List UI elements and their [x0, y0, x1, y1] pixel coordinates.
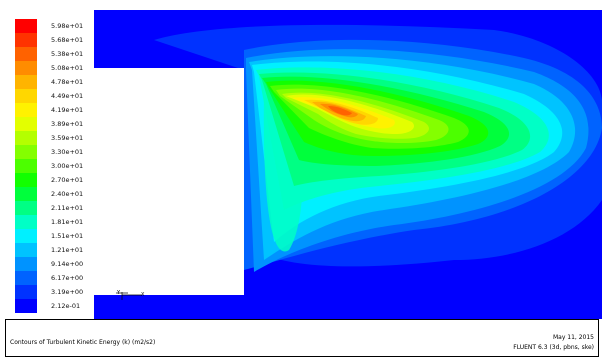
legend-swatch — [15, 33, 37, 47]
legend-label: 3.89e+01 — [51, 120, 84, 128]
legend-level: 3.00e+01 — [15, 159, 85, 173]
legend-swatch — [15, 187, 37, 201]
legend-label: 2.40e+01 — [51, 190, 84, 198]
legend-level: 2.70e+01 — [15, 173, 85, 187]
legend-level: 1.21e+01 — [15, 243, 85, 257]
legend-label: 5.08e+01 — [51, 64, 84, 72]
legend-level: 5.68e+01 — [15, 33, 85, 47]
legend-swatch — [15, 131, 37, 145]
legend-level: 9.14e+00 — [15, 257, 85, 271]
legend-swatch — [15, 299, 37, 313]
legend-swatch — [15, 19, 37, 33]
legend-swatch — [15, 89, 37, 103]
legend-level: 2.11e+01 — [15, 201, 85, 215]
plot-date: May 11, 2015 — [552, 334, 594, 341]
legend-label: 2.70e+01 — [51, 176, 84, 184]
legend-swatch — [15, 285, 37, 299]
legend-level: 2.12e-01 — [15, 299, 85, 313]
legend-label: 3.30e+01 — [51, 148, 84, 156]
legend-swatch — [15, 257, 37, 271]
legend-level: 2.40e+01 — [15, 187, 85, 201]
contour-plot: Y X — [94, 10, 602, 319]
legend-level: 1.81e+01 — [15, 215, 85, 229]
legend-swatch — [15, 103, 37, 117]
legend-label: 3.19e+00 — [51, 288, 84, 296]
axis-x-label: X — [141, 292, 145, 298]
legend-label: 5.38e+01 — [51, 50, 84, 58]
legend-level: 5.38e+01 — [15, 47, 85, 61]
legend-swatch — [15, 75, 37, 89]
contour-bands — [154, 24, 602, 273]
solid-obstacle-region — [94, 68, 244, 295]
legend-label: 4.49e+01 — [51, 92, 84, 100]
legend-level: 3.89e+01 — [15, 117, 85, 131]
legend-level: 3.30e+01 — [15, 145, 85, 159]
legend-swatch — [15, 229, 37, 243]
legend-swatch — [15, 201, 37, 215]
legend-swatch — [15, 145, 37, 159]
legend-label: 6.17e+00 — [51, 274, 84, 282]
legend-swatch — [15, 243, 37, 257]
legend-label: 2.12e-01 — [51, 302, 81, 310]
legend-level: 4.19e+01 — [15, 103, 85, 117]
legend-level: 3.59e+01 — [15, 131, 85, 145]
legend-label: 1.51e+01 — [51, 232, 84, 240]
legend-level: 6.17e+00 — [15, 271, 85, 285]
legend-label: 5.68e+01 — [51, 36, 84, 44]
color-legend: 5.98e+01 5.68e+01 5.38e+01 5.08e+01 4.78e+01… — [15, 19, 85, 313]
legend-swatch — [15, 159, 37, 173]
legend-level: 4.49e+01 — [15, 89, 85, 103]
band-level-02 — [328, 106, 352, 116]
legend-swatch — [15, 61, 37, 75]
legend-swatch — [15, 117, 37, 131]
solver-info: FLUENT 6.3 (3d, pbns, ske) — [513, 344, 594, 351]
legend-label: 2.11e+01 — [51, 204, 84, 212]
legend-label: 3.59e+01 — [51, 134, 84, 142]
legend-swatch — [15, 173, 37, 187]
legend-label: 9.14e+00 — [51, 260, 84, 268]
axis-y-label: Y — [116, 290, 121, 296]
legend-label: 4.19e+01 — [51, 106, 84, 114]
legend-label: 1.81e+01 — [51, 218, 84, 226]
legend-swatch — [15, 47, 37, 61]
legend-level: 1.51e+01 — [15, 229, 85, 243]
info-footer: Contours of Turbulent Kinetic Energy (k)… — [5, 319, 599, 357]
legend-label: 4.78e+01 — [51, 78, 84, 86]
legend-label: 3.00e+01 — [51, 162, 84, 170]
legend-level: 4.78e+01 — [15, 75, 85, 89]
legend-label: 1.21e+01 — [51, 246, 84, 254]
plot-caption: Contours of Turbulent Kinetic Energy (k)… — [10, 339, 156, 346]
axes-triad — [116, 292, 142, 300]
legend-level: 5.98e+01 — [15, 19, 85, 33]
legend-level: 3.19e+00 — [15, 285, 85, 299]
legend-swatch — [15, 215, 37, 229]
legend-swatch — [15, 271, 37, 285]
legend-label: 5.98e+01 — [51, 22, 84, 30]
legend-level: 5.08e+01 — [15, 61, 85, 75]
